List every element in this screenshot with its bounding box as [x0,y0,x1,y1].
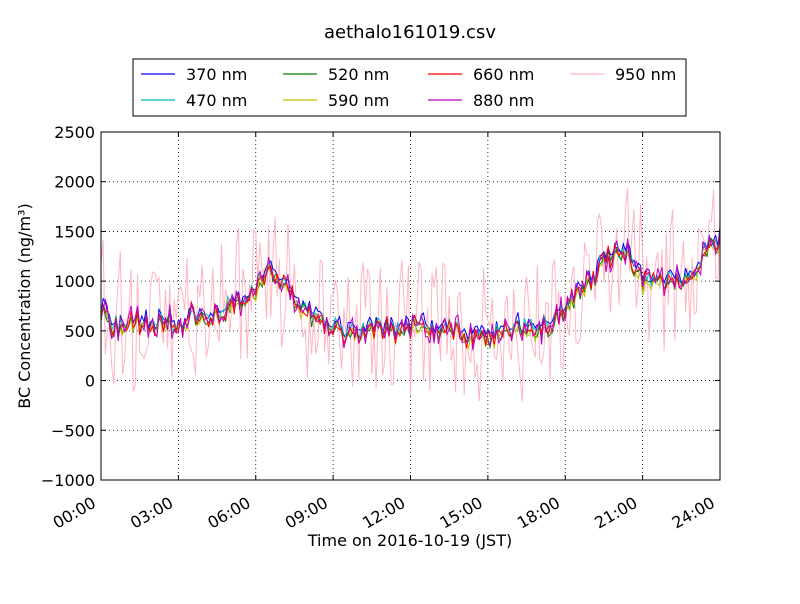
y-tick-label: 1500 [54,222,95,241]
series-line-880-nm [101,236,720,351]
x-tick-label: 00:00 [50,493,99,533]
y-tick-label: −500 [51,421,95,440]
grid [101,132,720,480]
series-line-520-nm [101,237,720,350]
x-tick-label: 12:00 [359,493,408,533]
series-line-660-nm [101,232,720,349]
x-tick-label: 09:00 [282,493,331,533]
legend-box [132,58,687,117]
x-tick-label: 18:00 [514,493,563,533]
series-line-950-nm [101,188,720,402]
y-tick-label: −1000 [41,471,95,490]
legend-label: 950 nm [615,65,676,84]
x-tick-labels: 00:00 03:00 06:00 09:00 12:00 15:00 18:00 21:00… [50,493,718,533]
x-tick-label: 21:00 [591,493,640,533]
chart-title: aethalo161019.csv [324,22,496,43]
x-tick-label: 03:00 [127,493,176,533]
y-tick-label: 500 [64,322,95,341]
legend-label: 880 nm [473,91,534,110]
y-tick-label: 2000 [54,173,95,192]
legend-label: 660 nm [473,65,534,84]
legend-label: 470 nm [186,91,247,110]
y-tick-label: 0 [85,372,95,391]
y-tick-labels: 2500 2000 1500 1000 500 0 −500 −1000 [41,123,95,490]
x-tick-label: 15:00 [436,493,485,533]
x-tick-label: 24:00 [669,493,718,533]
series-group [101,188,720,402]
y-tick-label: 1000 [54,272,95,291]
ticks [100,131,721,481]
x-axis-label: Time on 2016-10-19 (JST) [307,531,512,550]
y-tick-label: 2500 [54,123,95,142]
legend-label: 590 nm [328,91,389,110]
x-tick-label: 06:00 [204,493,253,533]
legend-label: 520 nm [328,65,389,84]
legend: 370 nm 470 nm 520 nm 590 nm 660 nm 880 nm 950 … [132,58,687,117]
y-axis-label: BC Concentration (ng/m³) [15,203,34,408]
legend-label: 370 nm [186,65,247,84]
